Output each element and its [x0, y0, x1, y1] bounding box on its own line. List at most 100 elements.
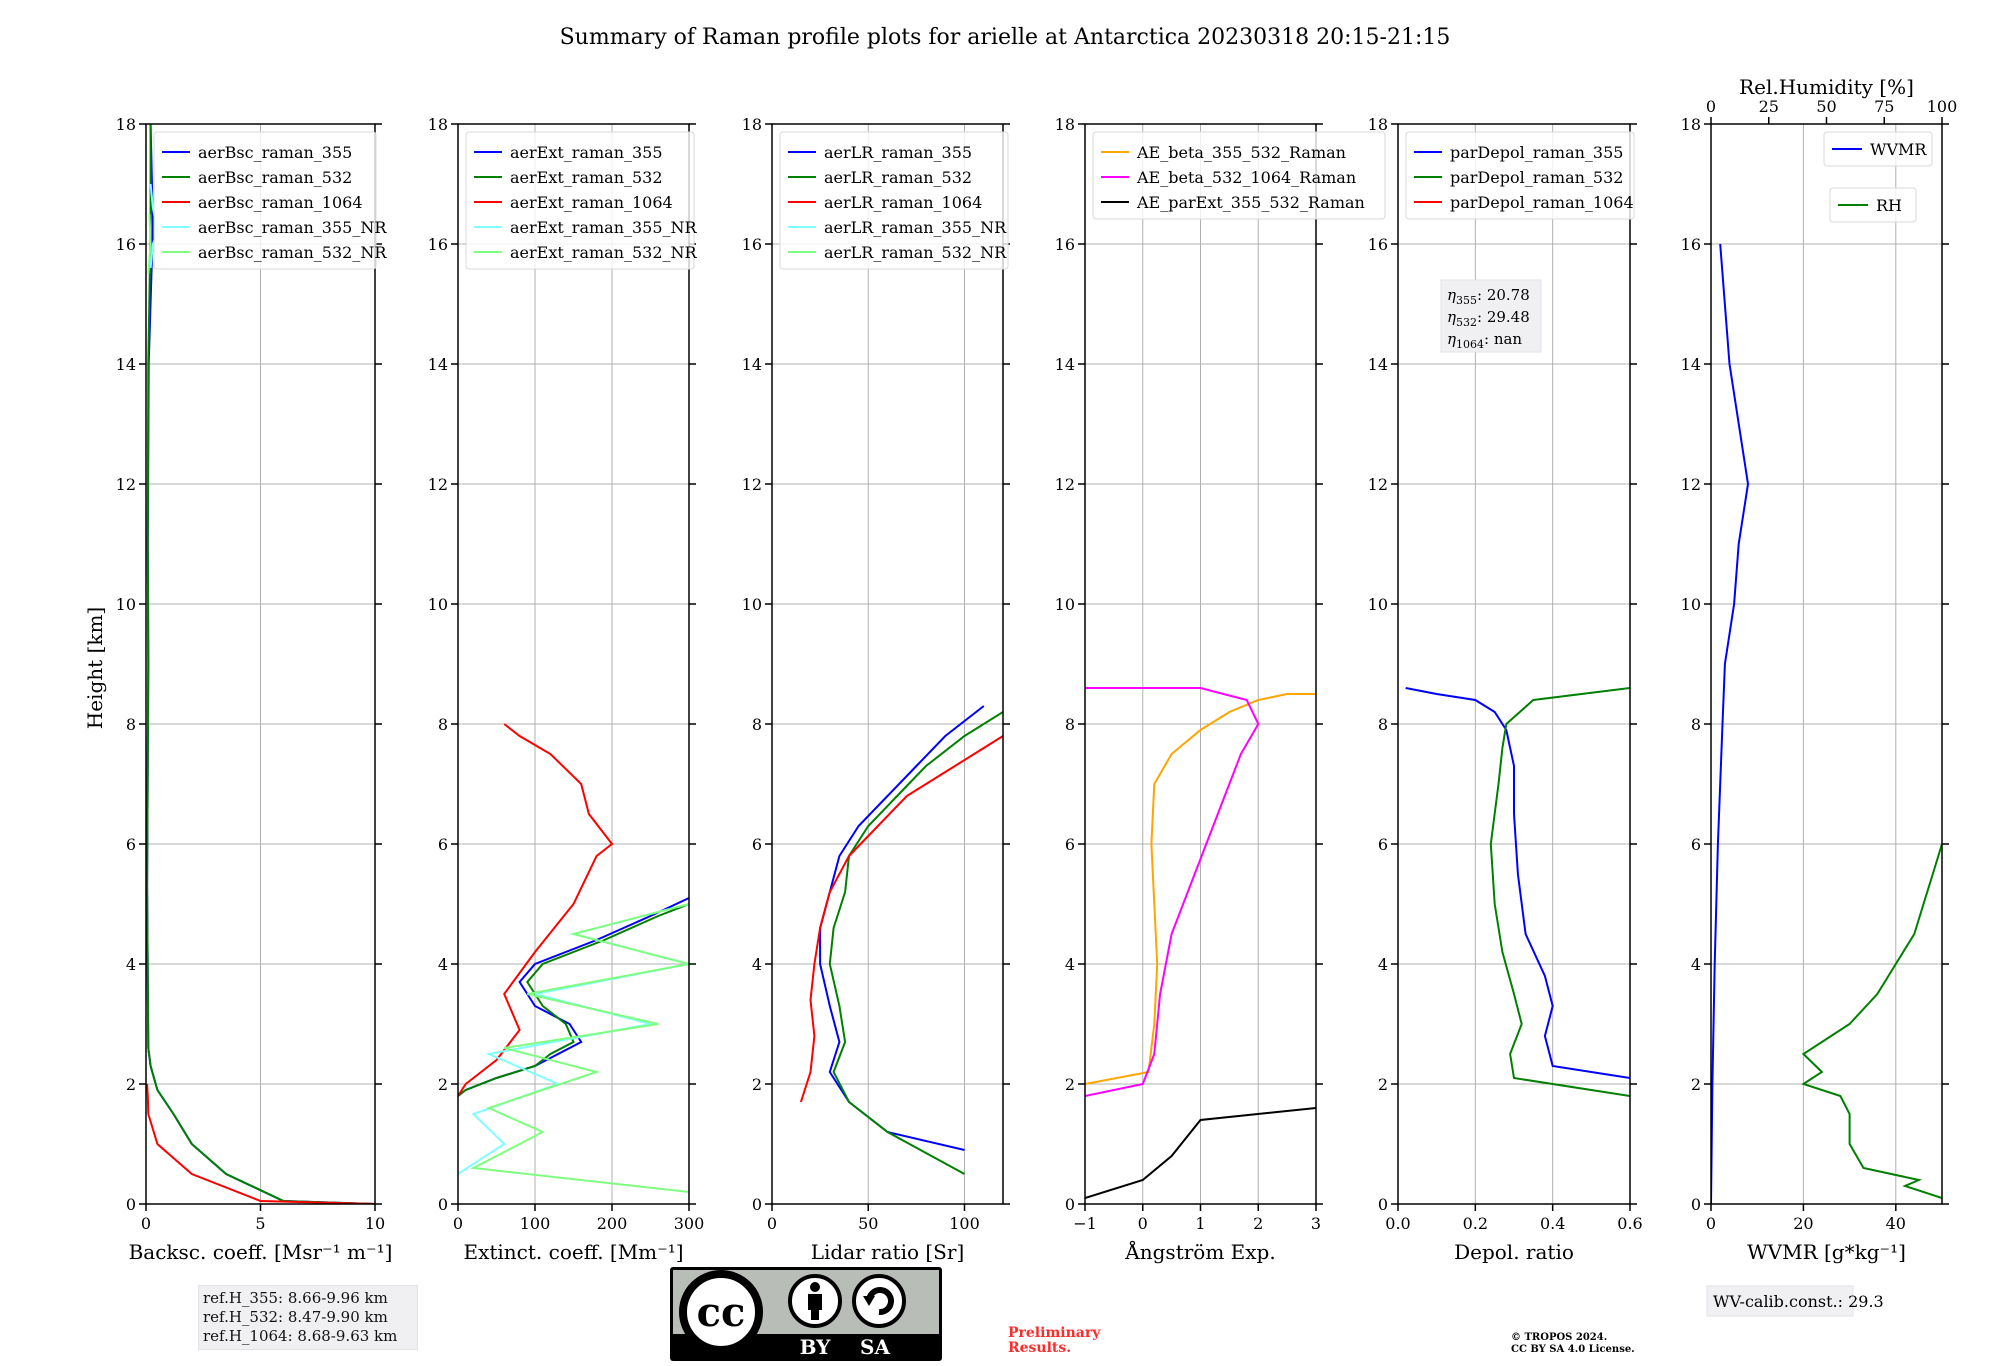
- ref-height-1064: ref.H_1064: 8.68-9.63 km: [203, 1327, 398, 1345]
- x2-tick-label: 75: [1874, 97, 1894, 116]
- x-tick-label: 300: [674, 1214, 705, 1233]
- y-tick-label: 14: [1681, 355, 1701, 374]
- series-line-aerLR_raman_532: [828, 711, 1003, 1175]
- legend-label: aerLR_raman_532: [824, 168, 972, 187]
- y-tick-label: 4: [1065, 955, 1075, 974]
- y-tick-label: 4: [1378, 955, 1388, 974]
- depol-eta-532: η532: 29.48: [1447, 308, 1530, 329]
- y-tick-label: 10: [1055, 595, 1075, 614]
- depol-eta-1064: η1064: nan: [1447, 330, 1522, 351]
- legend-label: aerExt_raman_355: [510, 143, 663, 162]
- y-tick-label: 18: [1368, 115, 1388, 134]
- y-tick-label: 0: [752, 1195, 762, 1214]
- legend-label: aerExt_raman_532_NR: [510, 243, 698, 262]
- y-tick-label: 2: [1378, 1075, 1388, 1094]
- legend-box: [1092, 131, 1386, 220]
- legend-label: aerLR_raman_355: [824, 143, 972, 162]
- series-line-aerBsc_raman_355: [146, 124, 375, 1204]
- copyright-line-1: © TROPOS 2024.: [1511, 1332, 1608, 1343]
- y-tick-label: 4: [126, 955, 136, 974]
- legend-box: [465, 131, 695, 270]
- y-tick-label: 18: [116, 115, 136, 134]
- y-tick-label: 12: [1681, 475, 1701, 494]
- y-tick-label: 6: [1378, 835, 1388, 854]
- legend-label: aerBsc_raman_355: [198, 143, 352, 162]
- legend-label: parDepol_raman_1064: [1450, 193, 1634, 212]
- y-tick-label: 0: [126, 1195, 136, 1214]
- series-line-parDepol_raman_532: [1489, 687, 1630, 1097]
- x-tick-label: 0.0: [1385, 1214, 1410, 1233]
- series-line-aerExt_raman_1064: [458, 723, 614, 1097]
- series-line-aerExt_raman_532_NR: [470, 903, 689, 1193]
- legend-label: aerLR_raman_355_NR: [824, 218, 1007, 237]
- depol-eta-355: η355: 20.78: [1447, 286, 1530, 307]
- x-tick-label: 0: [141, 1214, 151, 1233]
- axes-frame: [1397, 123, 1631, 1205]
- copyright-note: © TROPOS 2024. CC BY SA 4.0 License.: [1511, 1332, 1635, 1356]
- series-line-AE_beta_532_1064_Raman: [1085, 687, 1260, 1097]
- y-tick-label: 8: [752, 715, 762, 734]
- legend-box: [153, 131, 377, 270]
- x-tick-label: 100: [949, 1214, 980, 1233]
- cc-logo-text: cc: [697, 1289, 746, 1336]
- series-line-aerBsc_raman_532_NR: [147, 213, 152, 275]
- by-label: BY: [800, 1335, 832, 1359]
- y-tick-label: 8: [1065, 715, 1075, 734]
- legend-label: AE_parExt_355_532_Raman: [1136, 193, 1365, 212]
- series-group: [146, 124, 375, 1204]
- x-axis-label: Extinct. coeff. [Mm⁻¹]: [463, 1240, 683, 1264]
- y-tick-label: 10: [742, 595, 762, 614]
- series-line-parDepol_raman_355: [1405, 687, 1630, 1079]
- legend-label: aerExt_raman_355_NR: [510, 218, 698, 237]
- cc-license-icon: cc BY SA: [670, 1267, 942, 1361]
- x-axis-label: Depol. ratio: [1454, 1240, 1574, 1264]
- axes-frame: [457, 123, 690, 1205]
- y-tick-label: 4: [752, 955, 762, 974]
- y-tick-label: 16: [1368, 235, 1388, 254]
- series-line-aerExt_raman_355_NR: [458, 903, 689, 1175]
- x-tick-label: 0.2: [1463, 1214, 1488, 1233]
- series-line-aerLR_raman_355: [819, 705, 985, 1151]
- x-tick-label: 200: [597, 1214, 628, 1233]
- series-line-AE_parExt_355_532_Raman: [1085, 1107, 1316, 1199]
- y-tick-label: 14: [428, 355, 448, 374]
- series-line-aerBsc_raman_1064: [146, 1083, 375, 1204]
- panel-6: 0 2 4 6 8 10 12 14 16 18 0 20 40 WVMR [g*kg⁻¹] 0 25 50 75…: [1681, 75, 1957, 1317]
- y-tick-label: 0: [438, 1195, 448, 1214]
- y-tick-label: 0: [1691, 1195, 1701, 1214]
- y-tick-label: 12: [116, 475, 136, 494]
- x-tick-label: 1: [1195, 1214, 1205, 1233]
- legend-box: [779, 131, 1009, 270]
- legend-label: WVMR: [1870, 140, 1927, 159]
- legend-label: aerLR_raman_1064: [824, 193, 982, 212]
- y-tick-label: 18: [1681, 115, 1701, 134]
- series-line-RH: [1801, 843, 1942, 1199]
- y-tick-label: 12: [1368, 475, 1388, 494]
- y-tick-label: 2: [752, 1075, 762, 1094]
- x-tick-label: 2: [1253, 1214, 1263, 1233]
- depol-eta-box: [1440, 279, 1542, 353]
- y-tick-label: 6: [438, 835, 448, 854]
- x-axis-label: Backsc. coeff. [Msr⁻¹ m⁻¹]: [129, 1240, 393, 1264]
- series-line-aerBsc_raman_532: [146, 124, 375, 1204]
- y-tick-label: 10: [116, 595, 136, 614]
- preliminary-line-1: Preliminary: [1008, 1325, 1101, 1341]
- y-tick-label: 6: [752, 835, 762, 854]
- series-line-aerExt_raman_532: [458, 903, 689, 1097]
- y-tick-label: 16: [1055, 235, 1075, 254]
- y-tick-label: 16: [1681, 235, 1701, 254]
- y-tick-label: 10: [1681, 595, 1701, 614]
- x-axis-label: Ångström Exp.: [1124, 1239, 1275, 1264]
- y-tick-label: 10: [1368, 595, 1388, 614]
- copyright-line-2: CC BY SA 4.0 License.: [1511, 1344, 1635, 1355]
- x2-axis-label: Rel.Humidity [%]: [1739, 75, 1914, 99]
- wv-calib-text: WV-calib.const.: 29.3: [1713, 1292, 1884, 1311]
- wv-calib-box: [1706, 1285, 1854, 1317]
- y-tick-label: 8: [1691, 715, 1701, 734]
- legend-label: aerBsc_raman_532_NR: [198, 243, 387, 262]
- panel-5: 0 2 4 6 8 10 12 14 16 18 0.0 0.2 0.4 0.6 Depol. ratio p…: [1368, 115, 1643, 1264]
- legend-label: aerBsc_raman_1064: [198, 193, 363, 212]
- y-tick-label: 14: [1368, 355, 1388, 374]
- x2-tick-label: 50: [1816, 97, 1836, 116]
- ref-height-355: ref.H_355: 8.66-9.96 km: [203, 1289, 388, 1307]
